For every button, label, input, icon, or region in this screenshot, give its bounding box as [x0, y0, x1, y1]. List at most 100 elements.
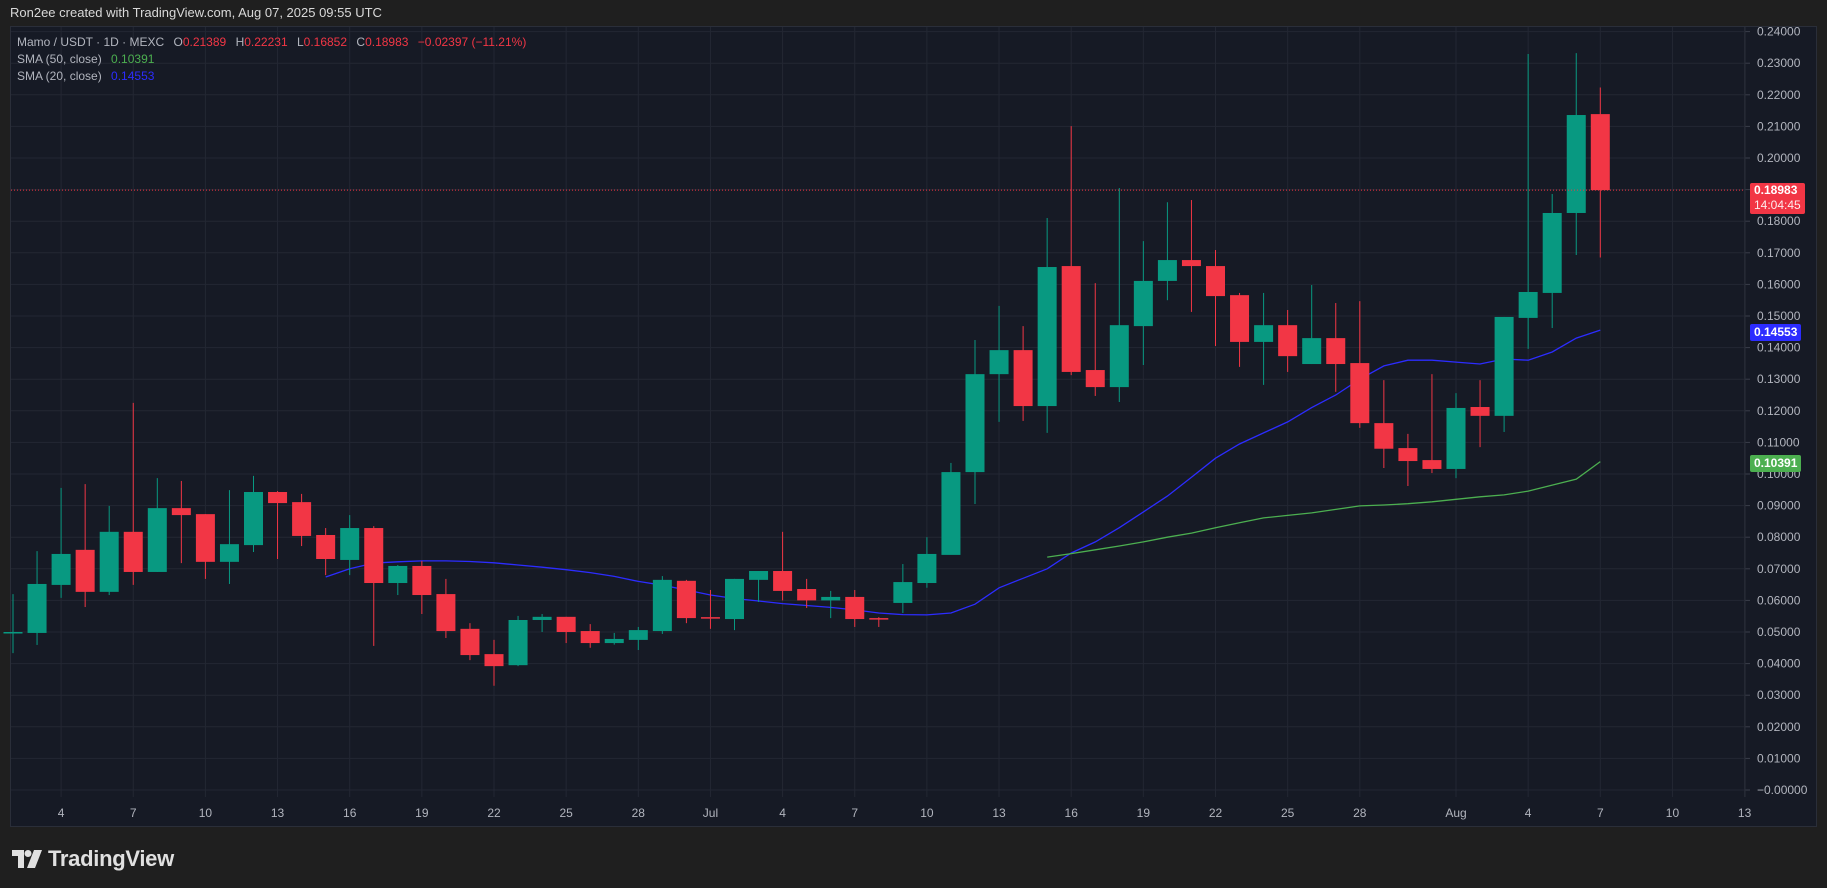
chart-legend: Mamo / USDT · 1D · MEXC O0.21389 H0.2223…: [17, 34, 526, 85]
candle-up[interactable]: [99, 531, 119, 592]
candle-up[interactable]: [388, 565, 408, 584]
sma50-value: 0.10391: [111, 52, 155, 66]
last-price-tag: 0.18983 14:04:45: [1750, 183, 1805, 214]
sma20-line: [325, 329, 1601, 616]
candle-down[interactable]: [797, 589, 817, 601]
candle-down[interactable]: [436, 594, 456, 632]
sma20-value: 0.14553: [111, 69, 155, 83]
candle-down[interactable]: [676, 580, 696, 619]
sma50-label[interactable]: SMA (50, close): [17, 52, 102, 66]
candle-down[interactable]: [364, 528, 384, 584]
candle-down[interactable]: [1061, 266, 1081, 372]
x-axis-label: 7: [130, 806, 137, 820]
candle-down[interactable]: [1374, 423, 1394, 449]
candle-up[interactable]: [244, 492, 263, 546]
candle-up[interactable]: [147, 508, 167, 572]
candle-down[interactable]: [412, 565, 432, 596]
legend-symbol-row[interactable]: Mamo / USDT · 1D · MEXC O0.21389 H0.2223…: [17, 34, 526, 51]
candle-up[interactable]: [604, 638, 624, 644]
candle-up[interactable]: [1446, 407, 1466, 469]
candle-down[interactable]: [292, 502, 312, 536]
y-axis-label: 0.21000: [1757, 119, 1801, 133]
tradingview-logo[interactable]: TradingView: [12, 846, 174, 872]
candle-down[interactable]: [700, 617, 720, 619]
x-axis-label: 13: [992, 806, 1006, 820]
candle-down[interactable]: [773, 571, 793, 591]
candle-up[interactable]: [1302, 338, 1322, 365]
candle-up[interactable]: [1133, 280, 1153, 327]
candle-up[interactable]: [725, 578, 744, 620]
close-value: 0.18983: [365, 35, 409, 49]
y-axis-label: 0.01000: [1757, 751, 1801, 765]
legend-sma20-row[interactable]: SMA (20, close) 0.14553: [17, 68, 526, 85]
x-axis-label: 7: [1597, 806, 1604, 820]
candle-down[interactable]: [1470, 407, 1490, 416]
candle-up[interactable]: [989, 350, 1009, 375]
candle-down[interactable]: [195, 514, 215, 562]
candle-down[interactable]: [556, 616, 576, 632]
candle-up[interactable]: [532, 616, 552, 620]
candle-down[interactable]: [1085, 370, 1105, 388]
open-value: 0.21389: [182, 35, 227, 49]
close-label: C: [356, 35, 366, 49]
legend-sma50-row[interactable]: SMA (50, close) 0.10391: [17, 51, 526, 68]
x-axis-label: 25: [559, 806, 573, 820]
candle-up[interactable]: [1254, 325, 1274, 342]
y-axis-label: 0.17000: [1757, 246, 1801, 260]
x-axis-label: 16: [343, 806, 357, 820]
candle-up[interactable]: [340, 528, 360, 560]
candle-down[interactable]: [1013, 350, 1033, 407]
candle-up[interactable]: [628, 630, 648, 640]
x-axis-label: 19: [1137, 806, 1151, 820]
y-axis-label: 0.06000: [1757, 593, 1801, 607]
low-label: L: [296, 35, 304, 49]
candle-down[interactable]: [1181, 260, 1201, 267]
candle-down[interactable]: [1422, 460, 1442, 469]
candle-up[interactable]: [1566, 115, 1586, 213]
candle-down[interactable]: [1590, 114, 1610, 191]
candle-down[interactable]: [1206, 266, 1225, 297]
candle-up[interactable]: [508, 619, 528, 666]
candle-down[interactable]: [75, 549, 95, 592]
candle-up[interactable]: [1037, 267, 1057, 407]
candle-down[interactable]: [1350, 363, 1370, 424]
candle-up[interactable]: [1157, 260, 1177, 281]
candle-down[interactable]: [171, 508, 191, 516]
candle-down[interactable]: [460, 628, 480, 656]
candle-down[interactable]: [316, 534, 336, 560]
candle-up[interactable]: [1518, 291, 1538, 318]
candle-up[interactable]: [51, 553, 71, 585]
candle-up[interactable]: [1494, 316, 1514, 416]
candle-down[interactable]: [268, 492, 288, 504]
candle-down[interactable]: [1278, 325, 1298, 357]
candle-up[interactable]: [3, 632, 23, 634]
candle-up[interactable]: [1542, 212, 1562, 293]
candle-up[interactable]: [941, 472, 961, 555]
y-axis-label: 0.15000: [1757, 309, 1801, 323]
candle-down[interactable]: [845, 596, 865, 620]
y-axis-label: −0.00000: [1757, 783, 1808, 797]
candle-up[interactable]: [821, 596, 841, 601]
candle-down[interactable]: [1398, 448, 1418, 462]
candle-up[interactable]: [893, 582, 913, 603]
candle-up[interactable]: [1109, 325, 1129, 388]
candle-down[interactable]: [1230, 295, 1250, 342]
chart-frame[interactable]: [10, 26, 1817, 827]
candle-down[interactable]: [484, 654, 504, 667]
candle-down[interactable]: [1326, 338, 1346, 365]
y-axis-label: 0.05000: [1757, 625, 1801, 639]
x-axis-label: 22: [487, 806, 501, 820]
candle-up[interactable]: [219, 544, 239, 562]
y-axis-label: 0.07000: [1757, 562, 1801, 576]
candle-down[interactable]: [869, 618, 889, 620]
candle-up[interactable]: [965, 374, 985, 473]
candle-down[interactable]: [123, 531, 143, 572]
symbol-label[interactable]: Mamo / USDT · 1D · MEXC: [17, 35, 165, 49]
candle-down[interactable]: [580, 631, 600, 644]
candle-up[interactable]: [652, 579, 672, 632]
candle-up[interactable]: [27, 583, 47, 633]
sma20-label[interactable]: SMA (20, close): [17, 69, 102, 83]
candle-up[interactable]: [917, 553, 937, 584]
candle-up[interactable]: [749, 571, 769, 580]
